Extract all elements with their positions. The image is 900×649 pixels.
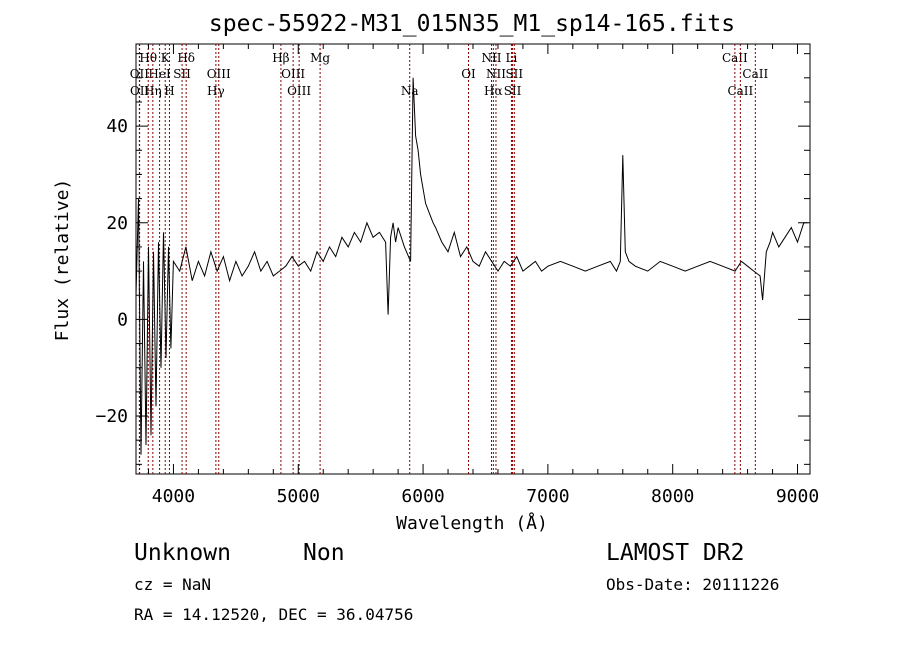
line-marker-label: OII: [130, 84, 150, 98]
line-marker-label: CaII: [742, 67, 768, 81]
spectrum-line: [135, 77, 808, 455]
line-marker-label: SII: [504, 84, 522, 98]
y-axis-label: Flux (relative): [52, 179, 73, 342]
line-marker-label: OI: [461, 67, 476, 81]
x-tick-labels: 4000 5000 6000 7000 8000 9000: [152, 486, 819, 507]
line-marker-label: CaII: [727, 84, 753, 98]
line-marker-label: NII: [481, 51, 501, 65]
line-marker-label: OIII: [287, 84, 311, 98]
survey-label: LAMOST DR2: [606, 540, 744, 566]
obs-date: Obs-Date: 20111226: [606, 575, 779, 594]
chart-title: spec-55922-M31_015N35_M1_sp14-165.fits: [209, 11, 735, 37]
x-axis-label: Wavelength (Å): [396, 512, 548, 534]
line-marker-label: H: [164, 84, 174, 98]
y-tick-label: 0: [117, 309, 128, 330]
line-marker-label: Li: [506, 51, 518, 65]
line-marker-label: Hα: [484, 84, 503, 98]
x-tick-label: 4000: [152, 486, 195, 507]
plot-frame: [135, 43, 811, 475]
object-subclass: Non: [303, 540, 345, 566]
x-tick-label: 8000: [651, 486, 694, 507]
redshift-cz: cz = NaN: [134, 575, 211, 594]
axis-ticks: [136, 44, 810, 474]
ra-dec-coords: RA = 14.12520, DEC = 36.04756: [134, 605, 413, 624]
line-marker-label: OIII: [207, 67, 231, 81]
x-tick-label: 7000: [526, 486, 569, 507]
y-tick-label: −20: [95, 406, 128, 427]
line-marker-label: Hδ: [177, 51, 195, 65]
line-marker-label: NII: [486, 67, 506, 81]
line-marker-label: CaII: [722, 51, 748, 65]
line-marker-label: K: [161, 51, 171, 65]
x-tick-label: 6000: [401, 486, 444, 507]
line-marker-label: Hη: [144, 84, 162, 98]
y-tick-label: 40: [106, 116, 128, 137]
object-class: Unknown: [134, 540, 231, 566]
x-tick-label: 5000: [277, 486, 320, 507]
line-marker-label: Mg: [310, 51, 330, 65]
line-marker-label: Na: [401, 84, 419, 98]
line-marker-label: SII: [173, 67, 191, 81]
y-tick-label: 20: [106, 213, 128, 234]
x-tick-label: 9000: [776, 486, 819, 507]
line-marker-label: Hθ: [139, 51, 157, 65]
line-marker-label: SII: [505, 67, 523, 81]
y-tick-labels: −20 0 20 40: [95, 116, 128, 427]
line-marker-label: Hγ: [207, 84, 225, 98]
line-marker-label: Hβ: [272, 51, 289, 65]
line-marker-label: HeI: [148, 67, 171, 81]
line-marker-label: OIII: [281, 67, 305, 81]
